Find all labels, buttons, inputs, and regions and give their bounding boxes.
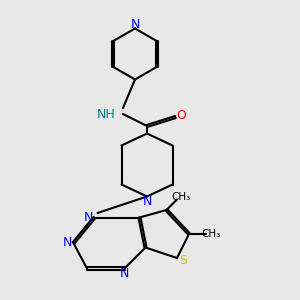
Text: O: O [177, 109, 186, 122]
Text: CH₃: CH₃ [171, 192, 190, 202]
Text: N: N [142, 195, 152, 208]
Text: N: N [120, 267, 129, 280]
Text: N: N [84, 211, 93, 224]
Text: S: S [179, 254, 187, 268]
Text: N: N [63, 236, 72, 250]
Text: CH₃: CH₃ [201, 229, 220, 239]
Text: N: N [130, 17, 140, 31]
Text: NH: NH [97, 107, 116, 121]
